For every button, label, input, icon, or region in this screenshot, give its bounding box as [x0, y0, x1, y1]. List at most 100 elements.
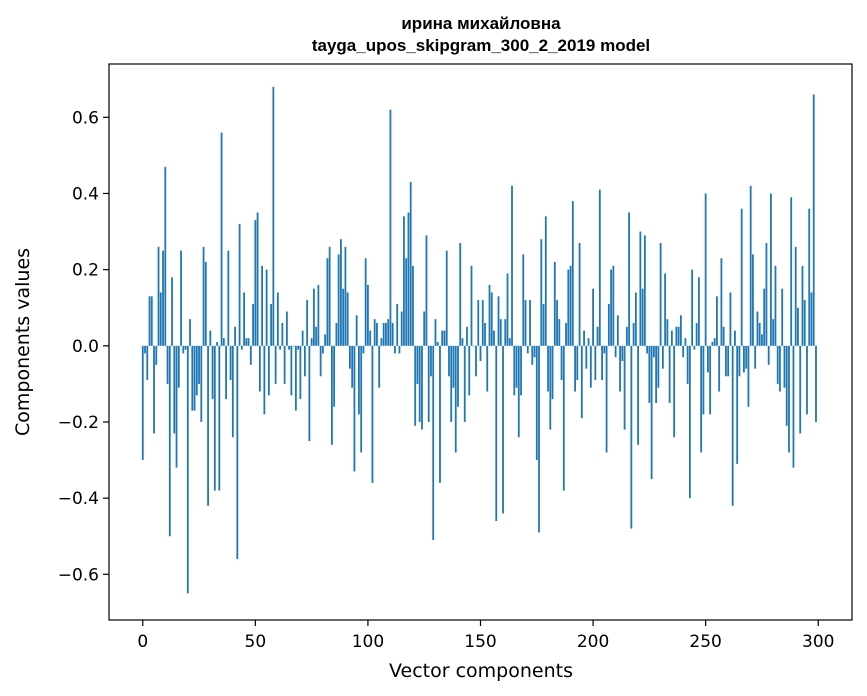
bar — [718, 345, 721, 392]
bar — [652, 345, 655, 358]
bar — [328, 246, 331, 346]
bar — [576, 345, 579, 381]
bar — [146, 345, 149, 381]
bar — [198, 345, 200, 384]
bar — [294, 345, 297, 411]
bar — [159, 292, 162, 346]
bar — [490, 292, 493, 346]
bar — [709, 345, 712, 415]
bar — [425, 235, 428, 346]
bar — [761, 334, 763, 346]
bar — [630, 345, 633, 529]
bar — [776, 345, 779, 384]
bar — [641, 288, 644, 346]
bar — [418, 345, 421, 422]
bar — [587, 338, 590, 346]
x-tick-label: 0 — [137, 632, 148, 652]
bar — [698, 277, 700, 346]
bar — [283, 345, 286, 384]
bar — [752, 254, 754, 346]
bar — [141, 345, 144, 461]
bar — [695, 322, 698, 346]
bar — [598, 189, 601, 346]
bar — [524, 300, 527, 346]
bar — [583, 330, 585, 346]
x-axis-ticks: 0 50 100 150 200 250 300 — [137, 620, 834, 652]
bar — [801, 265, 804, 346]
bar — [713, 338, 716, 346]
bar — [182, 345, 185, 354]
bar — [162, 250, 164, 346]
bar — [184, 345, 187, 350]
bar — [497, 296, 500, 346]
bar — [803, 300, 806, 346]
bar — [495, 345, 498, 521]
bar — [725, 345, 727, 377]
bar — [666, 319, 669, 346]
bar — [808, 208, 811, 346]
bar — [225, 345, 227, 400]
bar — [740, 208, 743, 346]
bar — [734, 330, 736, 346]
bar — [261, 265, 263, 346]
bar — [508, 338, 511, 346]
bar — [371, 345, 374, 483]
bar — [400, 311, 403, 346]
bar — [716, 296, 718, 346]
bar — [335, 322, 338, 346]
bar — [220, 132, 223, 346]
bar — [472, 345, 475, 347]
bar — [324, 334, 327, 346]
bar — [263, 345, 266, 415]
bar — [673, 345, 676, 438]
bar — [481, 300, 484, 346]
bar — [186, 345, 189, 594]
bar — [727, 345, 730, 377]
y-tick-label: 0.6 — [72, 108, 99, 128]
bar — [398, 345, 401, 354]
bar — [364, 258, 367, 346]
bar — [567, 269, 570, 346]
bar — [216, 342, 218, 346]
bar — [774, 265, 777, 346]
bar — [148, 296, 151, 346]
bar — [488, 284, 491, 346]
y-tick-label: −0.4 — [58, 489, 99, 509]
bar — [193, 345, 196, 411]
bar — [558, 319, 561, 346]
bars-group — [141, 86, 817, 594]
bar — [367, 284, 369, 346]
bar — [646, 345, 649, 354]
bar — [484, 322, 486, 346]
bar — [470, 265, 473, 346]
bar — [189, 319, 191, 346]
y-tick-label: 0.0 — [72, 337, 99, 357]
bar — [380, 338, 383, 346]
bar — [542, 303, 545, 346]
bar — [265, 269, 268, 346]
bar — [763, 288, 766, 346]
y-tick-label: 0.2 — [72, 261, 99, 281]
bar — [389, 109, 392, 346]
bar — [394, 345, 396, 354]
bar — [157, 246, 160, 346]
bar — [249, 345, 252, 365]
bar — [351, 345, 354, 388]
bar — [427, 345, 430, 422]
bar — [459, 242, 462, 346]
bar — [639, 231, 642, 346]
bar — [274, 345, 277, 384]
bar — [562, 345, 565, 491]
bar — [637, 345, 640, 445]
bar — [434, 319, 437, 346]
bar — [166, 345, 169, 384]
bar — [799, 345, 802, 434]
bar — [448, 345, 450, 377]
bar — [326, 258, 329, 346]
bar — [547, 345, 549, 392]
bar — [450, 345, 453, 422]
bar — [731, 345, 734, 506]
x-tick-label: 50 — [245, 632, 267, 652]
bar — [693, 345, 696, 350]
bar — [540, 239, 543, 346]
